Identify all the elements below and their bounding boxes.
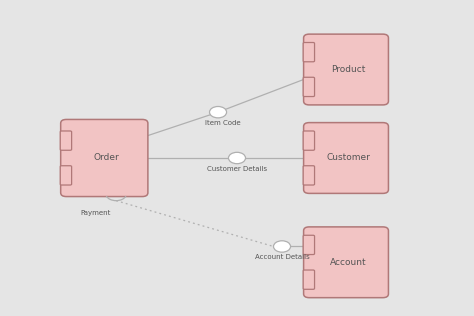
FancyBboxPatch shape (60, 131, 72, 150)
FancyBboxPatch shape (60, 166, 72, 185)
Text: Account: Account (330, 258, 367, 267)
Text: Customer Details: Customer Details (207, 166, 267, 172)
FancyBboxPatch shape (303, 227, 388, 298)
Text: Account Details: Account Details (255, 254, 310, 260)
Text: Customer: Customer (327, 154, 371, 162)
Circle shape (210, 106, 227, 118)
FancyBboxPatch shape (303, 131, 315, 150)
Text: Payment: Payment (81, 210, 111, 216)
Text: Order: Order (94, 154, 120, 162)
Circle shape (273, 241, 291, 252)
FancyBboxPatch shape (303, 235, 315, 255)
FancyBboxPatch shape (303, 166, 315, 185)
FancyBboxPatch shape (303, 123, 388, 193)
FancyBboxPatch shape (303, 42, 315, 62)
FancyBboxPatch shape (303, 34, 388, 105)
FancyBboxPatch shape (61, 119, 148, 197)
FancyBboxPatch shape (303, 77, 315, 97)
Circle shape (228, 152, 246, 164)
Text: Product: Product (331, 65, 366, 74)
FancyBboxPatch shape (303, 270, 315, 289)
Text: Item Code: Item Code (205, 120, 241, 126)
